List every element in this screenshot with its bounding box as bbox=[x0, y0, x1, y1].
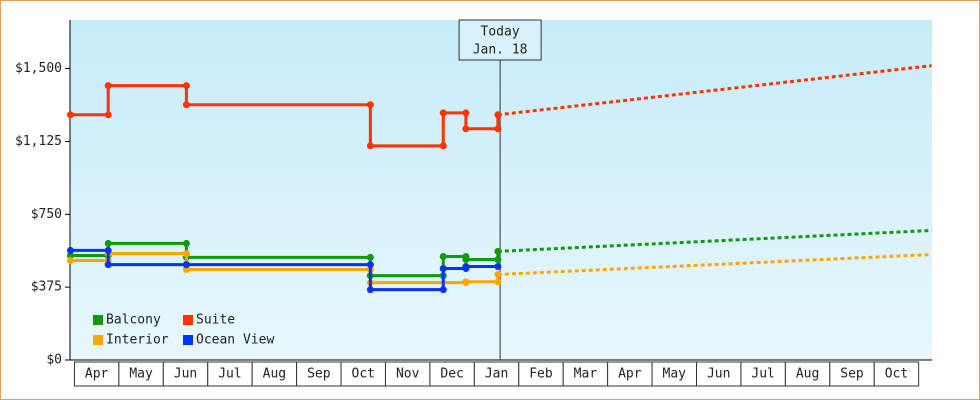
point bbox=[494, 271, 502, 279]
x-tick bbox=[562, 361, 609, 387]
legend-label: Suite bbox=[196, 313, 235, 328]
point bbox=[182, 101, 190, 109]
today-label: Today bbox=[481, 25, 520, 40]
point bbox=[66, 251, 74, 259]
x-tick bbox=[651, 361, 698, 387]
x-tick bbox=[207, 361, 253, 387]
x-tick-label: Apr bbox=[618, 367, 642, 382]
point bbox=[104, 261, 112, 269]
x-tick-label: Nov bbox=[396, 367, 420, 382]
point bbox=[66, 257, 74, 265]
legend-label: Ocean View bbox=[196, 333, 274, 348]
legend-label: Balcony bbox=[106, 313, 161, 328]
point bbox=[462, 109, 470, 117]
point bbox=[366, 101, 374, 109]
y-tick-label: $0 bbox=[46, 353, 62, 368]
forecast-line bbox=[497, 253, 932, 277]
legend-label: Interior bbox=[106, 333, 169, 348]
legend-swatch bbox=[183, 335, 193, 345]
point bbox=[494, 278, 502, 286]
point bbox=[494, 263, 502, 271]
x-tick-label: Mar bbox=[574, 367, 598, 382]
x-tick-label: Oct bbox=[352, 367, 375, 382]
point bbox=[182, 239, 190, 247]
x-tick-label: Oct bbox=[885, 367, 908, 382]
point bbox=[439, 142, 447, 150]
point bbox=[182, 261, 190, 269]
x-tick-label: Feb bbox=[529, 367, 553, 382]
plot-area bbox=[70, 20, 932, 360]
x-tick-label: Aug bbox=[263, 367, 286, 382]
today-box bbox=[458, 19, 542, 61]
point bbox=[462, 125, 470, 133]
x-tick-label: Jun bbox=[707, 367, 730, 382]
x-tick-label: Jan bbox=[485, 367, 508, 382]
y-tick-label: $1,125 bbox=[15, 134, 62, 149]
x-tick-label: May bbox=[129, 367, 153, 382]
y-tick-label: $750 bbox=[31, 207, 62, 222]
today-label: Jan. 18 bbox=[473, 43, 528, 58]
x-tick-label: Sep bbox=[307, 367, 331, 382]
point bbox=[104, 246, 112, 254]
point bbox=[494, 125, 502, 133]
point bbox=[494, 111, 502, 119]
point bbox=[439, 252, 447, 260]
x-tick bbox=[829, 361, 875, 387]
point bbox=[366, 261, 374, 269]
legend-swatch bbox=[183, 315, 193, 325]
x-tick-label: May bbox=[663, 367, 687, 382]
point bbox=[439, 286, 447, 294]
x-tick-label: Jul bbox=[751, 367, 774, 382]
x-tick bbox=[473, 361, 520, 387]
point bbox=[462, 263, 470, 271]
legend-swatch bbox=[93, 335, 103, 345]
x-tick-label: Sep bbox=[840, 367, 864, 382]
point bbox=[182, 250, 190, 258]
point bbox=[104, 82, 112, 90]
x-tick-label: Apr bbox=[85, 367, 109, 382]
point bbox=[462, 278, 470, 286]
x-tick bbox=[118, 361, 164, 387]
point bbox=[104, 111, 112, 119]
x-tick bbox=[384, 361, 431, 387]
point bbox=[366, 142, 374, 150]
x-tick bbox=[296, 361, 342, 387]
point bbox=[182, 265, 190, 273]
point bbox=[439, 109, 447, 117]
forecast-line bbox=[497, 64, 932, 117]
x-tick-label: Jun bbox=[174, 367, 197, 382]
point bbox=[66, 246, 74, 254]
point bbox=[494, 247, 502, 255]
x-tick-label: Jul bbox=[218, 367, 241, 382]
point bbox=[462, 256, 470, 264]
point bbox=[104, 239, 112, 247]
y-tick-label: $1,500 bbox=[15, 61, 62, 76]
x-tick-label: Dec bbox=[440, 367, 463, 382]
forecast-line bbox=[497, 228, 932, 253]
point bbox=[66, 111, 74, 119]
point bbox=[439, 264, 447, 272]
x-tick bbox=[873, 361, 920, 387]
x-tick bbox=[696, 361, 742, 387]
x-tick-label: Aug bbox=[796, 367, 819, 382]
point bbox=[182, 82, 190, 90]
legend-swatch bbox=[93, 315, 103, 325]
x-tick bbox=[784, 361, 831, 387]
point bbox=[366, 286, 374, 294]
y-tick-label: $375 bbox=[31, 280, 62, 295]
point bbox=[494, 256, 502, 264]
point bbox=[366, 253, 374, 261]
